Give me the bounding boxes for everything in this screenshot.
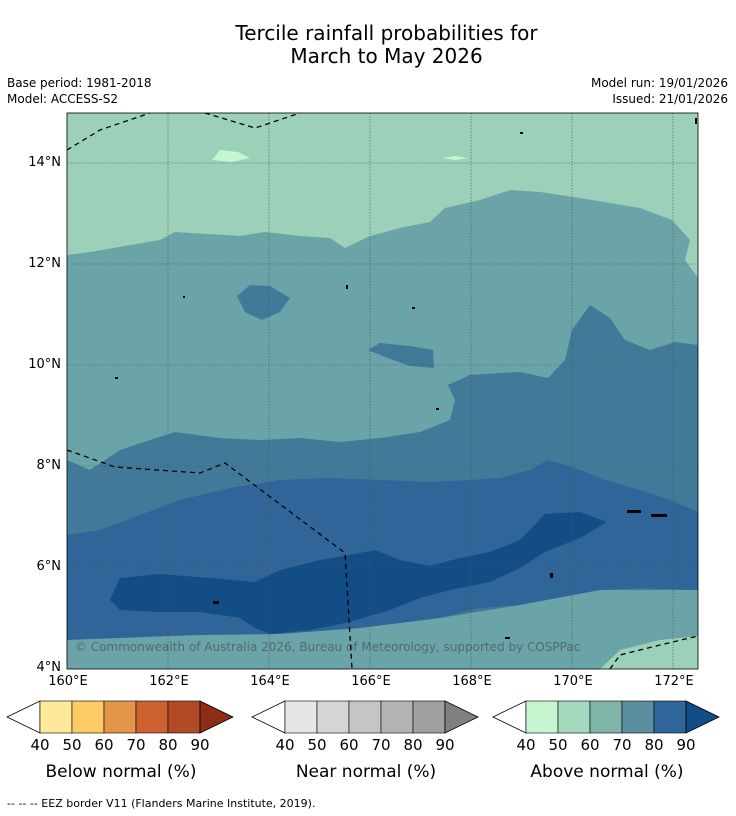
- issued-date: Issued: 21/01/2026: [612, 92, 728, 106]
- patch-40-50-north-b: [442, 156, 468, 160]
- colorbar-near-tick: 80: [403, 736, 423, 754]
- lon-label-172: 172°E: [654, 674, 694, 689]
- colorbar-near-extend-high: [444, 700, 479, 734]
- colorbar-above-segment-1: [557, 700, 591, 734]
- lon-label-164: 164°E: [250, 674, 290, 689]
- colorbar-above-tick: 50: [548, 736, 568, 754]
- colorbar-below-extend-low: [6, 700, 41, 734]
- lon-label-168: 168°E: [452, 674, 492, 689]
- colorbar-near-tick: 40: [275, 736, 295, 754]
- colorbar-near-extend-low: [251, 700, 286, 734]
- colorbar-label-near: Near normal (%): [295, 762, 437, 782]
- meta-right: Model run: 19/01/2026 Issued: 21/01/2026: [591, 75, 728, 107]
- map-frame: [66, 112, 699, 670]
- base-period: Base period: 1981-2018: [7, 76, 152, 90]
- colorbar-above-segment-2: [589, 700, 623, 734]
- colorbar-near-segment-0: [284, 700, 318, 734]
- islands: [115, 118, 697, 639]
- probability-map: [66, 112, 699, 670]
- colorbar-below-tick: 50: [62, 736, 82, 754]
- colorbar-above-extend-low: [492, 700, 527, 734]
- colorbar-below-segment-0: [39, 700, 73, 734]
- lat-label-12: 12°N: [28, 256, 61, 271]
- colorbar-below-tick: 80: [158, 736, 178, 754]
- colorbar-near-tick: 90: [435, 736, 455, 754]
- colorbar-below-tick: 60: [94, 736, 114, 754]
- model-name: Model: ACCESS-S2: [7, 92, 119, 106]
- colorbar-above-extend-high: [685, 700, 720, 734]
- title-line-1: Tercile rainfall probabilities for: [235, 21, 538, 45]
- colorbar-near-segment-4: [412, 700, 446, 734]
- colorbar-below: [6, 700, 234, 734]
- band-90: [110, 512, 607, 634]
- lon-label-170: 170°E: [553, 674, 593, 689]
- title-line-2: March to May 2026: [290, 44, 483, 68]
- lat-label-4: 4°N: [36, 660, 62, 675]
- lon-label-160: 160°E: [48, 674, 88, 689]
- colorbar-below-segment-1: [71, 700, 105, 734]
- lat-label-8: 8°N: [36, 458, 62, 473]
- graticule: [67, 113, 698, 669]
- colorbar-above-tick: 60: [580, 736, 600, 754]
- colorbar-near-tick: 60: [339, 736, 359, 754]
- colorbar-below-tick: 90: [190, 736, 210, 754]
- meta-left: Base period: 1981-2018 Model: ACCESS-S2: [7, 75, 152, 107]
- patch-70-80-a: [237, 285, 290, 320]
- colorbar-above-tick: 80: [644, 736, 664, 754]
- patch-60-70-south: [67, 590, 698, 669]
- colorbar-near-segment-2: [348, 700, 382, 734]
- model-run: Model run: 19/01/2026: [590, 76, 728, 90]
- colorbar-label-below: Below normal (%): [45, 762, 197, 782]
- colorbar-above-tick: 70: [612, 736, 632, 754]
- patch-40-50-north: [212, 150, 250, 162]
- colorbar-below-segment-4: [167, 700, 201, 734]
- colorbar-below-segment-3: [135, 700, 169, 734]
- lon-label-162: 162°E: [149, 674, 189, 689]
- copyright-watermark: © Commonwealth of Australia 2026, Bureau…: [75, 640, 581, 654]
- lat-label-14: 14°N: [28, 155, 61, 170]
- eez-legend-footer: -- -- -- EEZ border V11 (Flanders Marine…: [7, 797, 316, 810]
- colorbar-above: [492, 700, 720, 734]
- patch-50-60-south: [600, 636, 698, 669]
- colorbar-near: [251, 700, 479, 734]
- colorbar-above-tick: 40: [516, 736, 536, 754]
- lat-label-10: 10°N: [28, 357, 61, 372]
- colorbar-near-tick: 70: [371, 736, 391, 754]
- colorbar-below-tick: 70: [126, 736, 146, 754]
- lon-label-166: 166°E: [351, 674, 391, 689]
- eez-borders: [67, 113, 698, 669]
- map-title: Tercile rainfall probabilities for March…: [0, 22, 736, 68]
- colorbar-below-tick: 40: [30, 736, 50, 754]
- colorbar-near-tick: 50: [307, 736, 327, 754]
- colorbar-above-segment-3: [621, 700, 655, 734]
- colorbar-above-tick: 90: [676, 736, 696, 754]
- colorbar-near-segment-1: [316, 700, 350, 734]
- lat-label-6: 6°N: [36, 559, 62, 574]
- patch-70-80-b: [368, 343, 434, 368]
- colorbar-above-segment-4: [653, 700, 687, 734]
- colorbar-below-extend-high: [199, 700, 234, 734]
- colorbar-below-segment-2: [103, 700, 137, 734]
- colorbar-near-segment-3: [380, 700, 414, 734]
- colorbar-above-segment-0: [525, 700, 559, 734]
- colorbar-label-above: Above normal (%): [530, 762, 684, 782]
